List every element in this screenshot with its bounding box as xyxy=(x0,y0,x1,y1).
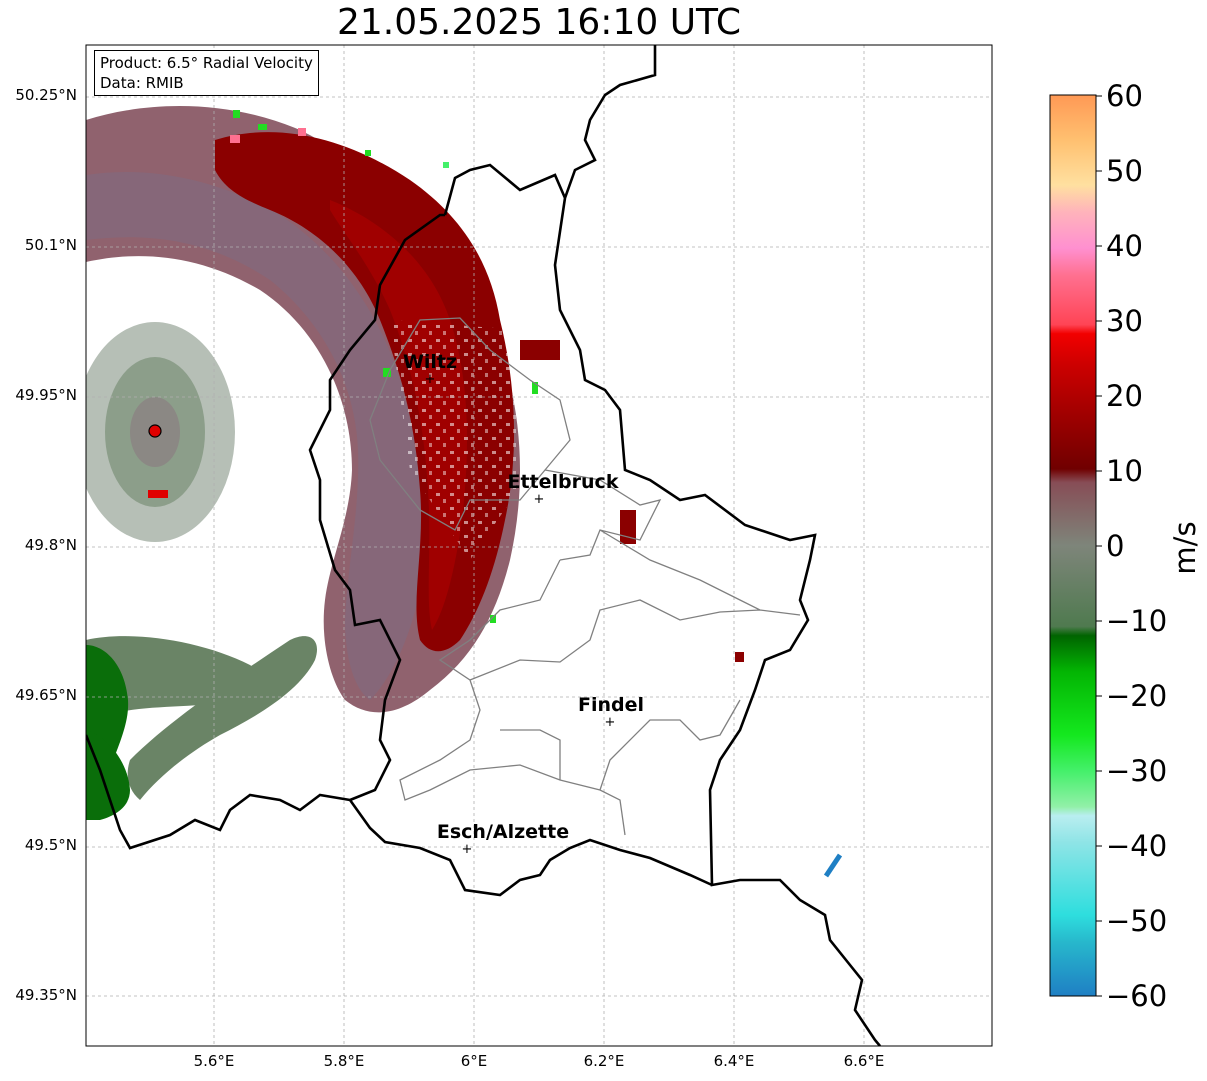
map-frame xyxy=(85,44,993,1047)
city-label-ettelbruck: Ettelbruck xyxy=(508,471,619,493)
radar-site-marker xyxy=(148,424,162,438)
colorbar-tick-label: 20 xyxy=(1106,379,1143,413)
product-text: Product: 6.5° Radial Velocity xyxy=(100,54,313,72)
colorbar-tick-label: 10 xyxy=(1106,454,1143,488)
lat-label: 49.8°N xyxy=(24,536,77,554)
lat-label: 50.1°N xyxy=(24,236,77,254)
lat-label: 50.25°N xyxy=(15,86,77,104)
product-info-box: Product: 6.5° Radial Velocity Data: RMIB xyxy=(94,50,319,96)
colorbar-tick-label: 0 xyxy=(1106,529,1125,563)
city-wiltz: Wiltz + xyxy=(403,351,457,387)
echo-blob xyxy=(520,340,560,360)
lon-label: 6.4°E xyxy=(713,1052,755,1070)
colorbar-tick-label: −30 xyxy=(1106,754,1168,788)
lon-label: 6.2°E xyxy=(583,1052,625,1070)
echo-streak-blue xyxy=(823,853,843,878)
city-label-findel: Findel xyxy=(578,694,644,716)
colorbar xyxy=(1049,94,1097,997)
lat-label: 49.5°N xyxy=(24,836,77,854)
lon-label: 6°E xyxy=(460,1052,488,1070)
city-esch: Esch/Alzette + xyxy=(437,821,569,857)
borders xyxy=(86,45,881,1046)
colorbar-tick-label: −20 xyxy=(1106,679,1168,713)
colorbar-unit-label: m/s xyxy=(1168,521,1202,575)
colorbar-tick-label: −40 xyxy=(1106,829,1168,863)
city-marker-findel: + xyxy=(605,715,616,730)
echo-blob xyxy=(735,652,744,662)
colorbar-tick-label: 40 xyxy=(1106,229,1143,263)
echo-speckle-green xyxy=(233,110,240,118)
lat-label: 49.35°N xyxy=(15,986,77,1004)
national-border xyxy=(86,45,881,1046)
city-label-esch: Esch/Alzette xyxy=(437,821,569,843)
echo-speckle-pink xyxy=(298,128,306,136)
echo-speckle-green xyxy=(258,124,267,130)
lon-label: 5.8°E xyxy=(323,1052,365,1070)
canton-borders xyxy=(369,317,801,836)
lat-label: 49.65°N xyxy=(15,686,77,704)
echo-speckle-green xyxy=(383,368,391,377)
colorbar-tick-label: −50 xyxy=(1106,904,1168,938)
lon-label: 6.6°E xyxy=(843,1052,885,1070)
colorbar-ticks xyxy=(1096,95,1102,997)
source-text: Data: RMIB xyxy=(100,74,184,92)
echo-outbound-core xyxy=(330,200,467,630)
map-title: 21.05.2025 16:10 UTC xyxy=(336,2,742,43)
city-ettelbruck: Ettelbruck + xyxy=(508,471,619,507)
colorbar-tick-label: −10 xyxy=(1106,604,1168,638)
lon-label: 5.6°E xyxy=(193,1052,235,1070)
city-marker-wiltz: + xyxy=(425,372,436,387)
echo-inbound-dark-2 xyxy=(86,730,130,820)
lat-label: 49.95°N xyxy=(15,386,77,404)
colorbar-tick-label: 50 xyxy=(1106,154,1143,188)
echo-inbound-band-2 xyxy=(86,636,259,713)
echo-speckle-green xyxy=(443,162,449,168)
gridlines xyxy=(86,45,992,1046)
echo-speckle-pink xyxy=(230,135,240,143)
colorbar-tick-label: 30 xyxy=(1106,304,1143,338)
echo-ring-inner xyxy=(86,171,424,701)
city-findel: Findel + xyxy=(578,694,644,730)
city-marker-esch: + xyxy=(462,842,473,857)
echo-speckle-green xyxy=(365,150,371,156)
echo-speckle-green xyxy=(490,615,496,623)
colorbar-tick-label: 60 xyxy=(1106,79,1143,113)
city-marker-ettelbruck: + xyxy=(534,492,545,507)
echo-speckle-green xyxy=(532,382,538,394)
echo-inbound-band xyxy=(127,636,318,800)
colorbar-tick-label: −60 xyxy=(1106,979,1168,1013)
city-label-wiltz: Wiltz xyxy=(403,351,457,373)
